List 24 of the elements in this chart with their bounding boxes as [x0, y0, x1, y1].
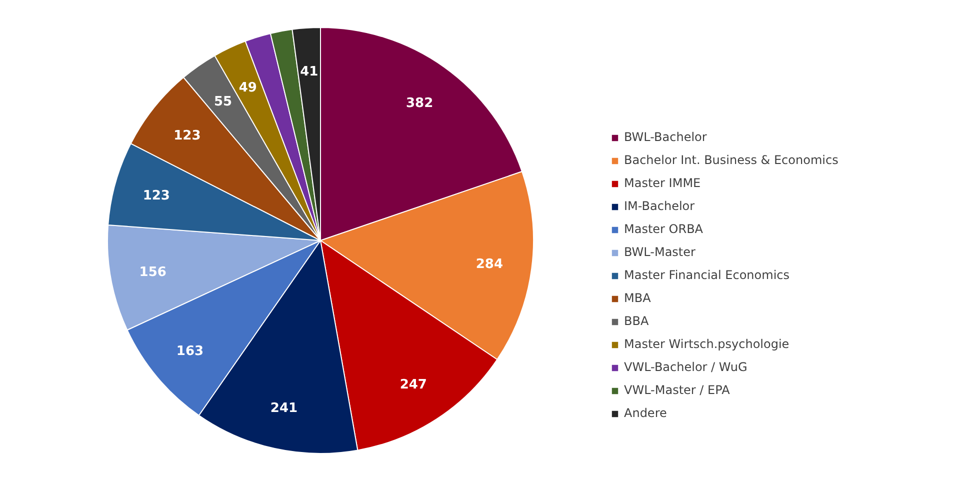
- legend-label: BWL-Master: [624, 245, 696, 259]
- legend-label: MBA: [624, 291, 651, 305]
- data-label: 123: [142, 188, 170, 204]
- legend-label: BWL-Bachelor: [624, 130, 707, 144]
- data-label: 163: [176, 344, 204, 360]
- data-label: 123: [174, 128, 201, 144]
- data-label: 55: [214, 94, 232, 110]
- data-label: 382: [406, 96, 434, 111]
- legend-label: Master Wirtsch.psychologie: [624, 337, 790, 351]
- legend-label: VWL-Bachelor / WuG: [624, 360, 748, 374]
- data-label: 241: [270, 400, 298, 416]
- data-label: 49: [238, 80, 257, 96]
- legend-label: Bachelor Int. Business & Economics: [624, 153, 838, 167]
- legend-label: Andere: [624, 406, 667, 420]
- legend-label: IM-Bachelor: [624, 199, 695, 213]
- legend-label: Master ORBA: [624, 222, 704, 236]
- data-label: 41: [300, 64, 318, 80]
- legend-label: VWL-Master / EPA: [624, 383, 730, 397]
- data-label: 284: [476, 256, 503, 272]
- data-label: 156: [139, 265, 166, 280]
- data-label: 247: [400, 377, 427, 392]
- legend-label: BBA: [624, 314, 649, 328]
- legend-label: Master IMME: [624, 176, 701, 190]
- legend-label: Master Financial Economics: [624, 268, 790, 282]
